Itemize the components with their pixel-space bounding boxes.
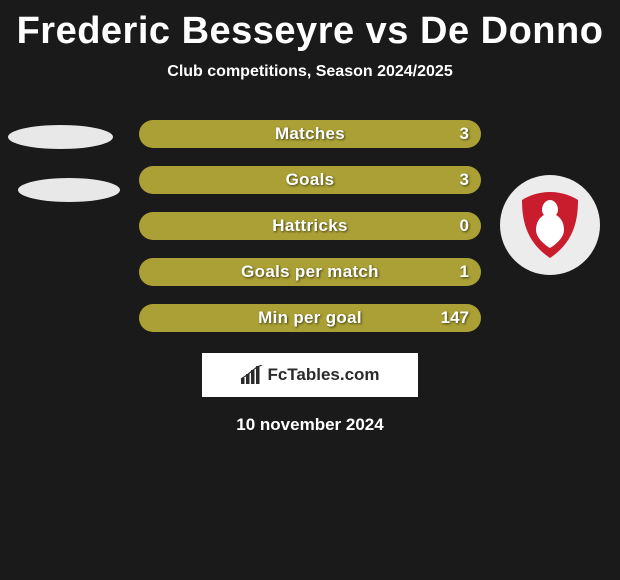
stats-list: Matches 3 Goals 3 Hattricks 0 Goals per match 1…	[0, 111, 620, 341]
stat-bar: Goals per match 1	[139, 258, 481, 286]
stat-row: Goals 3	[0, 157, 620, 203]
page-title: Frederic Besseyre vs De Donno	[0, 0, 620, 57]
stat-bar: Hattricks 0	[139, 212, 481, 240]
stat-label: Min per goal	[258, 308, 362, 328]
stat-label: Goals	[286, 170, 335, 190]
stat-bar: Min per goal 147	[139, 304, 481, 332]
stat-value: 0	[460, 216, 469, 236]
date-text: 10 november 2024	[0, 397, 620, 453]
brand-box[interactable]: FcTables.com	[202, 353, 418, 397]
stat-bar: Matches 3	[139, 120, 481, 148]
stat-row: Matches 3	[0, 111, 620, 157]
stat-row: Hattricks 0	[0, 203, 620, 249]
stat-label: Hattricks	[272, 216, 347, 236]
stat-value: 3	[460, 124, 469, 144]
stat-value: 3	[460, 170, 469, 190]
stat-row: Min per goal 147	[0, 295, 620, 341]
stat-value: 1	[460, 262, 469, 282]
subtitle: Club competitions, Season 2024/2025	[0, 57, 620, 111]
comparison-card: Frederic Besseyre vs De Donno Club compe…	[0, 0, 620, 453]
stat-bar: Goals 3	[139, 166, 481, 194]
stat-row: Goals per match 1	[0, 249, 620, 295]
brand-text: FcTables.com	[267, 365, 379, 385]
stat-value: 147	[441, 308, 469, 328]
chart-icon	[240, 365, 264, 385]
stat-label: Matches	[275, 124, 345, 144]
stat-label: Goals per match	[241, 262, 379, 282]
